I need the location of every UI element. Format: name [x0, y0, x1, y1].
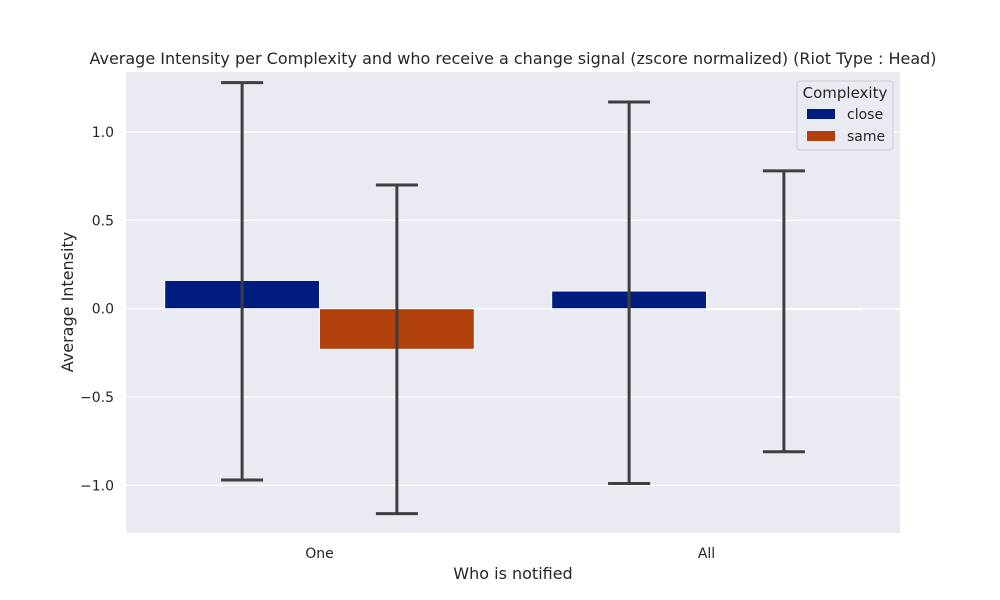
legend-title: Complexity [803, 84, 888, 102]
legend: Complexity close same [796, 80, 894, 151]
legend-swatch-close [807, 109, 835, 119]
y-tick-label: 1.0 [92, 125, 114, 141]
y-tick-label: −0.5 [80, 390, 114, 406]
x-tick-labels: One All [305, 546, 715, 562]
legend-swatch-same [807, 131, 835, 141]
x-tick-label: One [305, 546, 334, 562]
y-tick-labels: −1.0 −0.5 0.0 0.5 1.0 [80, 125, 114, 494]
legend-label-close: close [847, 107, 883, 123]
y-axis-label: Average Intensity [58, 232, 77, 372]
y-tick-label: 0.0 [92, 302, 114, 318]
x-tick-label: All [698, 546, 715, 562]
error-bars [221, 81, 805, 516]
chart-title: Average Intensity per Complexity and who… [89, 49, 936, 68]
y-tick-label: 0.5 [92, 213, 114, 229]
legend-label-same: same [847, 129, 885, 145]
y-tick-label: −1.0 [80, 478, 114, 494]
x-axis-label: Who is notified [453, 564, 572, 583]
